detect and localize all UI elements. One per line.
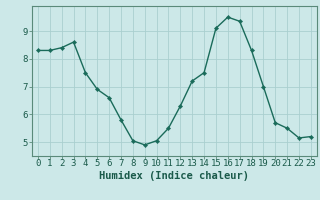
X-axis label: Humidex (Indice chaleur): Humidex (Indice chaleur) — [100, 171, 249, 181]
